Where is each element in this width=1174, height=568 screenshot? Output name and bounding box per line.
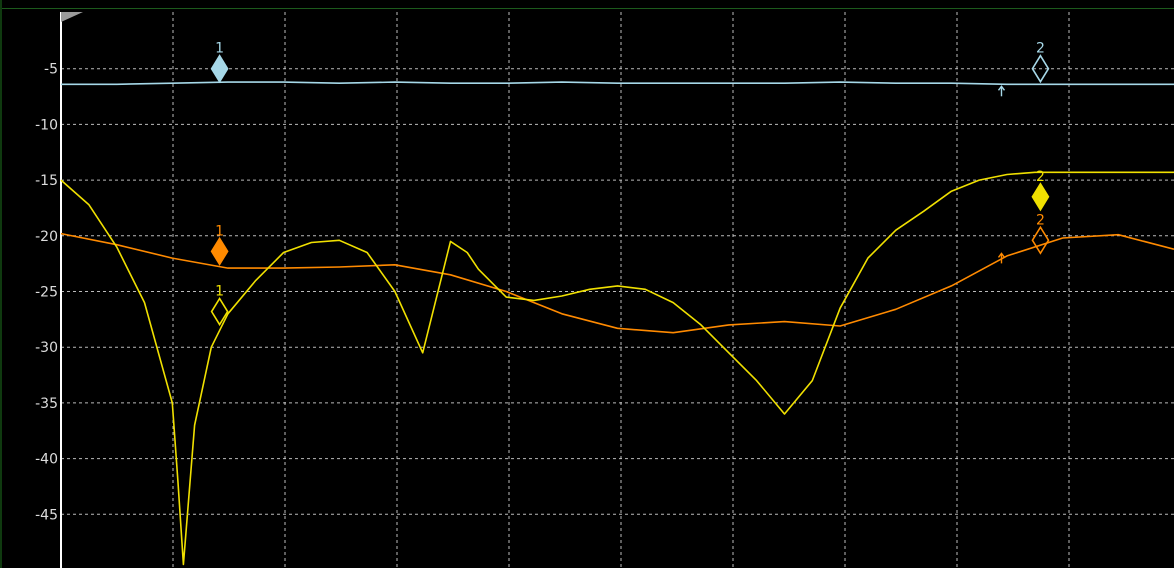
grid (60, 12, 1174, 568)
scale-reference-corner (61, 12, 83, 22)
marker-diamond[interactable] (1031, 54, 1050, 84)
y-tick-label: -15 (35, 173, 58, 189)
y-tick-label: -35 (35, 396, 58, 412)
plot-area (61, 12, 1174, 568)
reference-arrow-head (997, 85, 1006, 91)
traces (60, 81, 1174, 566)
reference-arrow-head (997, 252, 1006, 258)
reference-arrow (997, 252, 1006, 264)
y-axis-ticks: -5 -10 -15 -20 -25 -30 -35 -40 -45 (35, 62, 58, 524)
marker-label: 1 (215, 284, 224, 300)
trace-line-2 (60, 232, 1174, 334)
trace-line-3 (60, 171, 1174, 566)
y-tick-label: -40 (35, 452, 58, 468)
marker-diamond[interactable] (1031, 182, 1050, 212)
marker-2[interactable]: 2 (1031, 169, 1050, 212)
marker-label: 2 (1036, 212, 1045, 228)
marker-1[interactable]: 1 (210, 284, 229, 327)
reference-arrow (997, 85, 1006, 97)
y-tick-label: -10 (35, 117, 58, 133)
y-tick-label: -5 (44, 62, 58, 78)
marker-1[interactable]: 1 (210, 41, 229, 84)
y-tick-label: -20 (35, 229, 58, 245)
window-top-border (0, 0, 1174, 9)
y-tick-label: -25 (35, 285, 58, 301)
y-tick-label: -30 (35, 340, 58, 356)
marker-diamond[interactable] (210, 297, 229, 327)
y-tick-label: -45 (35, 507, 58, 523)
trace-line-1 (61, 81, 1174, 86)
window-left-border (0, 0, 2, 568)
marker-diamond[interactable] (210, 236, 229, 266)
marker-2[interactable]: 2 (1031, 212, 1050, 255)
marker-1[interactable]: 1 (210, 223, 229, 266)
marker-label: 1 (215, 41, 224, 57)
markers[interactable]: 1 2 1 2 1 2 (210, 41, 1050, 327)
marker-diamond[interactable] (210, 54, 229, 84)
marker-diamond[interactable] (1031, 225, 1050, 255)
marker-label: 1 (215, 223, 224, 239)
marker-2[interactable]: 2 (1031, 41, 1050, 84)
marker-label: 2 (1036, 169, 1045, 185)
marker-label: 2 (1036, 41, 1045, 57)
